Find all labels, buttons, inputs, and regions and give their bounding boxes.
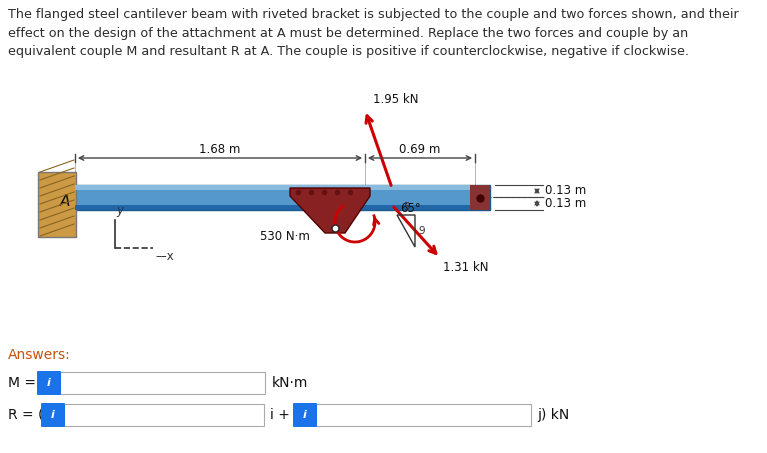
Text: R = (: R = ( [8, 408, 44, 422]
Text: 530 N·m: 530 N·m [260, 230, 310, 243]
Bar [38, 172, 76, 237]
Bar [64, 404, 264, 426]
Text: 0.13 m: 0.13 m [545, 184, 586, 198]
Text: 9: 9 [418, 226, 425, 236]
Text: i +: i + [270, 408, 290, 422]
Text: kN·m: kN·m [272, 376, 308, 390]
Text: i: i [303, 410, 307, 420]
Text: j) kN: j) kN [537, 408, 569, 422]
Text: 5: 5 [403, 202, 410, 212]
Bar [60, 372, 265, 394]
Text: Answers:: Answers: [8, 348, 71, 362]
Text: The flanged steel cantilever beam with riveted bracket is subjected to the coupl: The flanged steel cantilever beam with r… [8, 8, 739, 58]
Text: M =: M = [8, 376, 36, 390]
Bar [75, 205, 490, 210]
Text: 1.31 kN: 1.31 kN [443, 261, 489, 274]
FancyBboxPatch shape [37, 371, 61, 395]
FancyBboxPatch shape [41, 403, 65, 427]
Polygon shape [290, 188, 370, 233]
Text: i: i [51, 410, 55, 420]
Text: 0.13 m: 0.13 m [545, 197, 586, 210]
Bar [75, 185, 490, 210]
Text: y: y [116, 204, 123, 217]
Text: A: A [60, 194, 71, 209]
Bar [75, 185, 490, 190]
Text: 1.95 kN: 1.95 kN [373, 93, 419, 106]
Text: ––x: ––x [155, 250, 174, 263]
Text: 1.68 m: 1.68 m [199, 143, 241, 156]
Text: 0.69 m: 0.69 m [400, 143, 441, 156]
Bar [316, 404, 531, 426]
FancyBboxPatch shape [293, 403, 317, 427]
Text: i: i [47, 378, 51, 388]
Text: 65°: 65° [400, 202, 421, 215]
Bar [470, 185, 490, 210]
